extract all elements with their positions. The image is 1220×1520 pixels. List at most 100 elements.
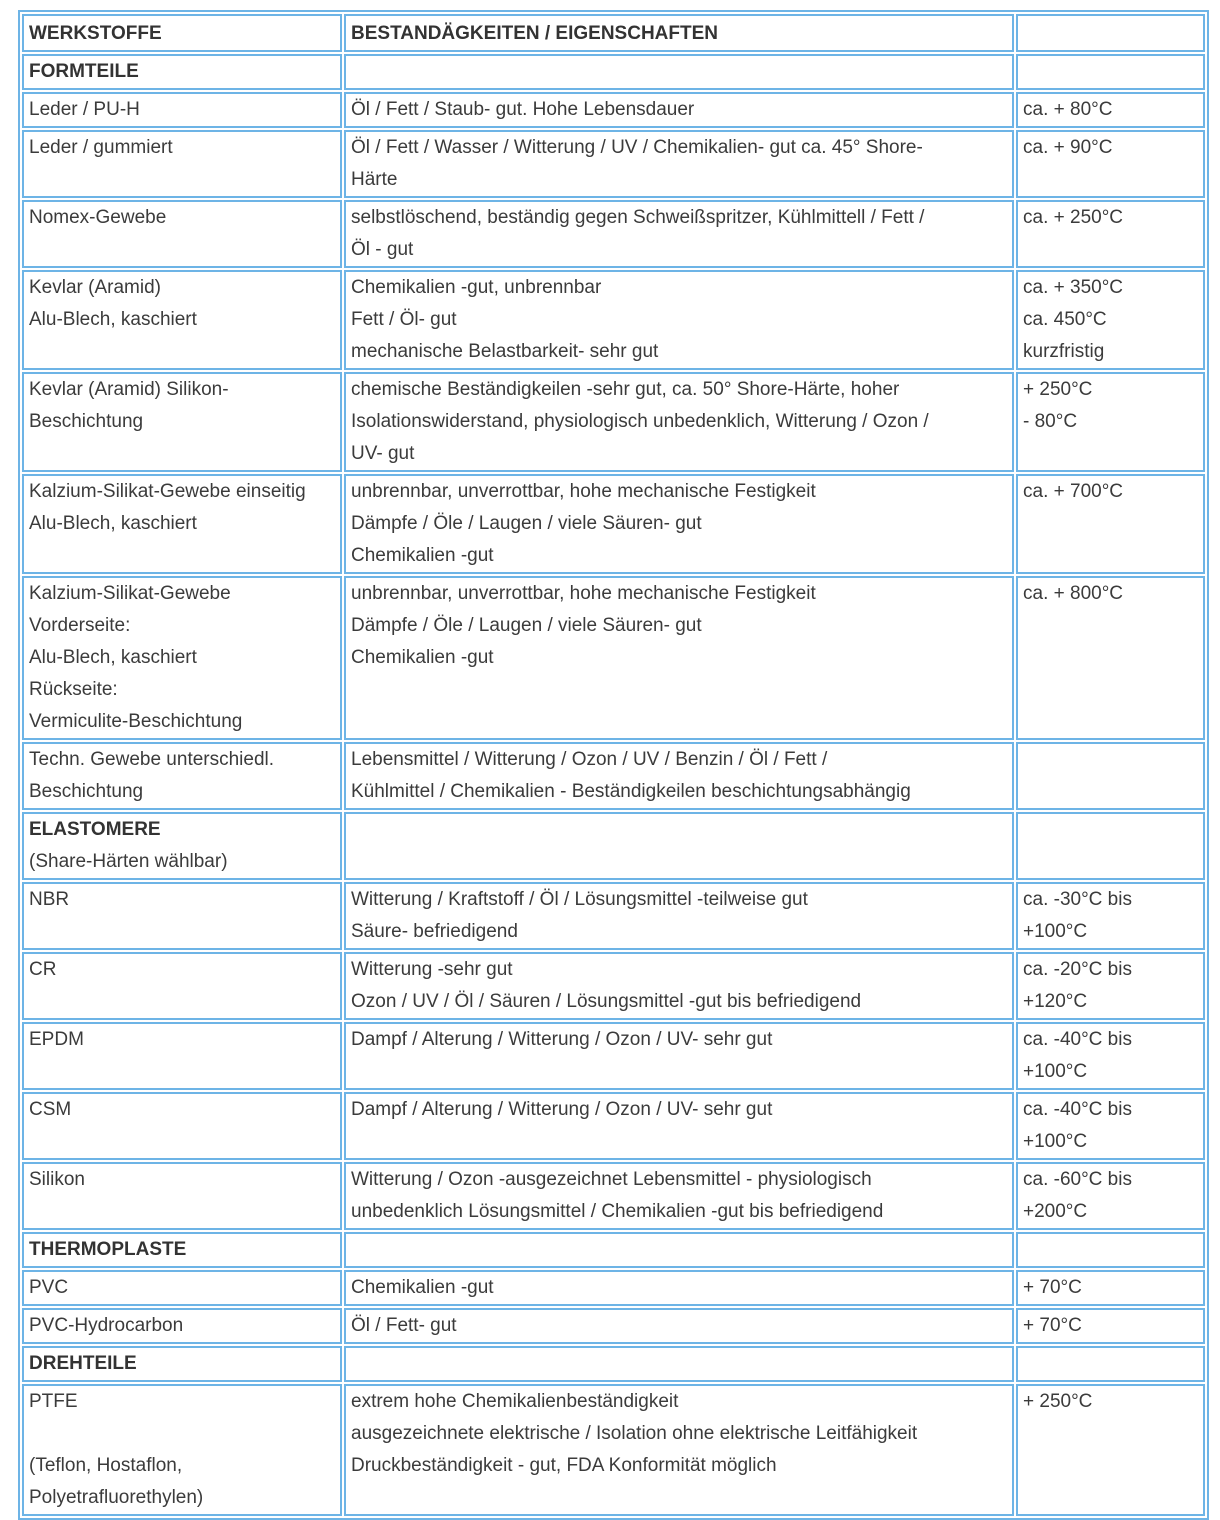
cell-line: Leder / gummiert xyxy=(29,137,173,158)
temperature-cell: ca. -20°C bis +120°C xyxy=(1016,952,1205,1020)
cell-line: Rückseite: xyxy=(29,679,118,700)
table-row: Kevlar (Aramid) Silikon- Beschichtung chem… xyxy=(22,372,1205,472)
properties-cell: unbrennbar, unverrottbar, hohe mechanisc… xyxy=(344,576,1014,740)
material-cell: PVC-Hydrocarbon xyxy=(22,1308,342,1344)
cell-line: (Share-Härten wählbar) xyxy=(29,851,228,872)
properties-cell xyxy=(344,1346,1014,1382)
cell-line: Isolationswiderstand, physiologisch unbe… xyxy=(351,411,929,432)
table-row: PVC-Hydrocarbon Öl / Fett- gut + 70°C xyxy=(22,1308,1205,1344)
properties-cell: unbrennbar, unverrottbar, hohe mechanisc… xyxy=(344,474,1014,574)
cell-line: ca. -40°C bis xyxy=(1023,1099,1132,1120)
cell-line: Dampf / Alterung / Witterung / Ozon / UV… xyxy=(351,1029,773,1050)
cell-line: ca. + 80°C xyxy=(1023,99,1113,120)
material-cell: Kalzium-Silikat-Gewebe Vorderseite: Alu-Bl… xyxy=(22,576,342,740)
material-cell: PVC xyxy=(22,1270,342,1306)
cell-line: Lebensmittel / Witterung / Ozon / UV / B… xyxy=(351,749,828,770)
cell-line: Silikon xyxy=(29,1169,85,1190)
cell-line: unbrennbar, unverrottbar, hohe mechanisc… xyxy=(351,481,816,502)
table-row: Silikon Witterung / Ozon -ausgezeichnet L… xyxy=(22,1162,1205,1230)
cell-line: Dampf / Alterung / Witterung / Ozon / UV… xyxy=(351,1099,773,1120)
cell-line: PVC xyxy=(29,1277,69,1298)
cell-line: + 250°C xyxy=(1023,379,1093,400)
cell-line: Dämpfe / Öle / Laugen / viele Säuren- gu… xyxy=(351,513,702,534)
cell-line: ca. 450°C xyxy=(1023,309,1107,330)
properties-cell: Öl / Fett / Staub- gut. Hohe Lebensdauer xyxy=(344,92,1014,128)
table-row: Nomex-Gewebe selbstlöschend, beständig ge… xyxy=(22,200,1205,268)
cell-line: ca. -20°C bis xyxy=(1023,959,1132,980)
cell-line: Ozon / UV / Öl / Säuren / Lösungsmittel … xyxy=(351,991,862,1012)
column-header-temperature xyxy=(1016,14,1205,52)
table-header-row: WERKSTOFFE BESTANDÄGKEITEN / EIGENSCHAFT… xyxy=(22,14,1205,52)
cell-line: ca. -40°C bis xyxy=(1023,1029,1132,1050)
cell-line: +120°C xyxy=(1023,991,1088,1012)
material-cell: Leder / PU-H xyxy=(22,92,342,128)
cell-line: extrem hohe Chemikalienbeständigkeit xyxy=(351,1391,679,1412)
temperature-cell xyxy=(1016,742,1205,810)
cell-line: DREHTEILE xyxy=(29,1353,137,1374)
cell-line: Witterung -sehr gut xyxy=(351,959,513,980)
cell-line: THERMOPLASTE xyxy=(29,1239,187,1260)
cell-line: Vermiculite-Beschichtung xyxy=(29,711,243,732)
table-row: Leder / gummiert Öl / Fett / Wasser / Wit… xyxy=(22,130,1205,198)
cell-line: Chemikalien -gut, unbrennbar xyxy=(351,277,602,298)
table-row: Kalzium-Silikat-Gewebe Vorderseite: Alu-Bl… xyxy=(22,576,1205,740)
cell-line: Alu-Blech, kaschiert xyxy=(29,647,197,668)
properties-cell: Witterung -sehr gut Ozon / UV / Öl / Säur… xyxy=(344,952,1014,1020)
cell-line: ca. -30°C bis xyxy=(1023,889,1132,910)
cell-line: + 250°C xyxy=(1023,1391,1093,1412)
properties-cell: extrem hohe Chemikalienbeständigkeit ausg… xyxy=(344,1384,1014,1516)
cell-line: Vorderseite: xyxy=(29,615,131,636)
material-cell: Kevlar (Aramid) Alu-Blech, kaschiert xyxy=(22,270,342,370)
materials-table: WERKSTOFFE BESTANDÄGKEITEN / EIGENSCHAFT… xyxy=(18,10,1209,1520)
properties-cell: Dampf / Alterung / Witterung / Ozon / UV… xyxy=(344,1022,1014,1090)
temperature-cell: ca. + 700°C xyxy=(1016,474,1205,574)
material-cell: Techn. Gewebe unterschiedl. Beschichtung xyxy=(22,742,342,810)
properties-cell: Dampf / Alterung / Witterung / Ozon / UV… xyxy=(344,1092,1014,1160)
cell-line: ELASTOMERE xyxy=(29,819,161,840)
cell-line: ca. + 90°C xyxy=(1023,137,1113,158)
temperature-cell: + 250°C xyxy=(1016,1384,1205,1516)
cell-line: Chemikalien -gut xyxy=(351,1277,494,1298)
properties-cell xyxy=(344,1232,1014,1268)
temperature-cell xyxy=(1016,812,1205,880)
table-row: Kalzium-Silikat-Gewebe einseitig Alu-Blec… xyxy=(22,474,1205,574)
cell-line: Chemikalien -gut xyxy=(351,545,494,566)
cell-line: Säure- befriedigend xyxy=(351,921,518,942)
table-row: Kevlar (Aramid) Alu-Blech, kaschiert Chemi… xyxy=(22,270,1205,370)
cell-line: kurzfristig xyxy=(1023,341,1105,362)
properties-cell: Witterung / Kraftstoff / Öl / Lösungsmit… xyxy=(344,882,1014,950)
cell-line: Techn. Gewebe unterschiedl. xyxy=(29,749,275,770)
cell-line: Fett / Öl- gut xyxy=(351,309,457,330)
section-row: THERMOPLASTE xyxy=(22,1232,1205,1268)
cell-line: Kalzium-Silikat-Gewebe einseitig xyxy=(29,481,306,502)
cell-line: Kalzium-Silikat-Gewebe xyxy=(29,583,231,604)
cell-line: Öl / Fett- gut xyxy=(351,1315,457,1336)
material-cell: Kalzium-Silikat-Gewebe einseitig Alu-Blec… xyxy=(22,474,342,574)
cell-line xyxy=(29,1418,335,1450)
cell-line: ca. + 250°C xyxy=(1023,207,1124,228)
temperature-cell: ca. -60°C bis +200°C xyxy=(1016,1162,1205,1230)
cell-line: Öl - gut xyxy=(351,239,414,260)
table-row: PVC Chemikalien -gut + 70°C xyxy=(22,1270,1205,1306)
properties-cell: Öl / Fett / Wasser / Witterung / UV / Ch… xyxy=(344,130,1014,198)
temperature-cell: + 70°C xyxy=(1016,1270,1205,1306)
temperature-cell: ca. + 800°C xyxy=(1016,576,1205,740)
material-cell: ELASTOMERE (Share-Härten wählbar) xyxy=(22,812,342,880)
section-row: DREHTEILE xyxy=(22,1346,1205,1382)
properties-cell: Öl / Fett- gut xyxy=(344,1308,1014,1344)
properties-cell: Chemikalien -gut, unbrennbar Fett / Öl- g… xyxy=(344,270,1014,370)
temperature-cell: + 250°C - 80°C xyxy=(1016,372,1205,472)
section-row: ELASTOMERE (Share-Härten wählbar) xyxy=(22,812,1205,880)
properties-cell: Lebensmittel / Witterung / Ozon / UV / B… xyxy=(344,742,1014,810)
properties-cell: selbstlöschend, beständig gegen Schweißs… xyxy=(344,200,1014,268)
temperature-cell: ca. -40°C bis +100°C xyxy=(1016,1022,1205,1090)
cell-line: FORMTEILE xyxy=(29,61,139,82)
cell-line: unbrennbar, unverrottbar, hohe mechanisc… xyxy=(351,583,816,604)
cell-line: PVC-Hydrocarbon xyxy=(29,1315,184,1336)
section-row: FORMTEILE xyxy=(22,54,1205,90)
material-cell: CSM xyxy=(22,1092,342,1160)
cell-line: Öl / Fett / Staub- gut. Hohe Lebensdauer xyxy=(351,99,695,120)
column-header-werkstoffe: WERKSTOFFE xyxy=(22,14,342,52)
table-row: Leder / PU-H Öl / Fett / Staub- gut. Hohe… xyxy=(22,92,1205,128)
properties-cell xyxy=(344,54,1014,90)
